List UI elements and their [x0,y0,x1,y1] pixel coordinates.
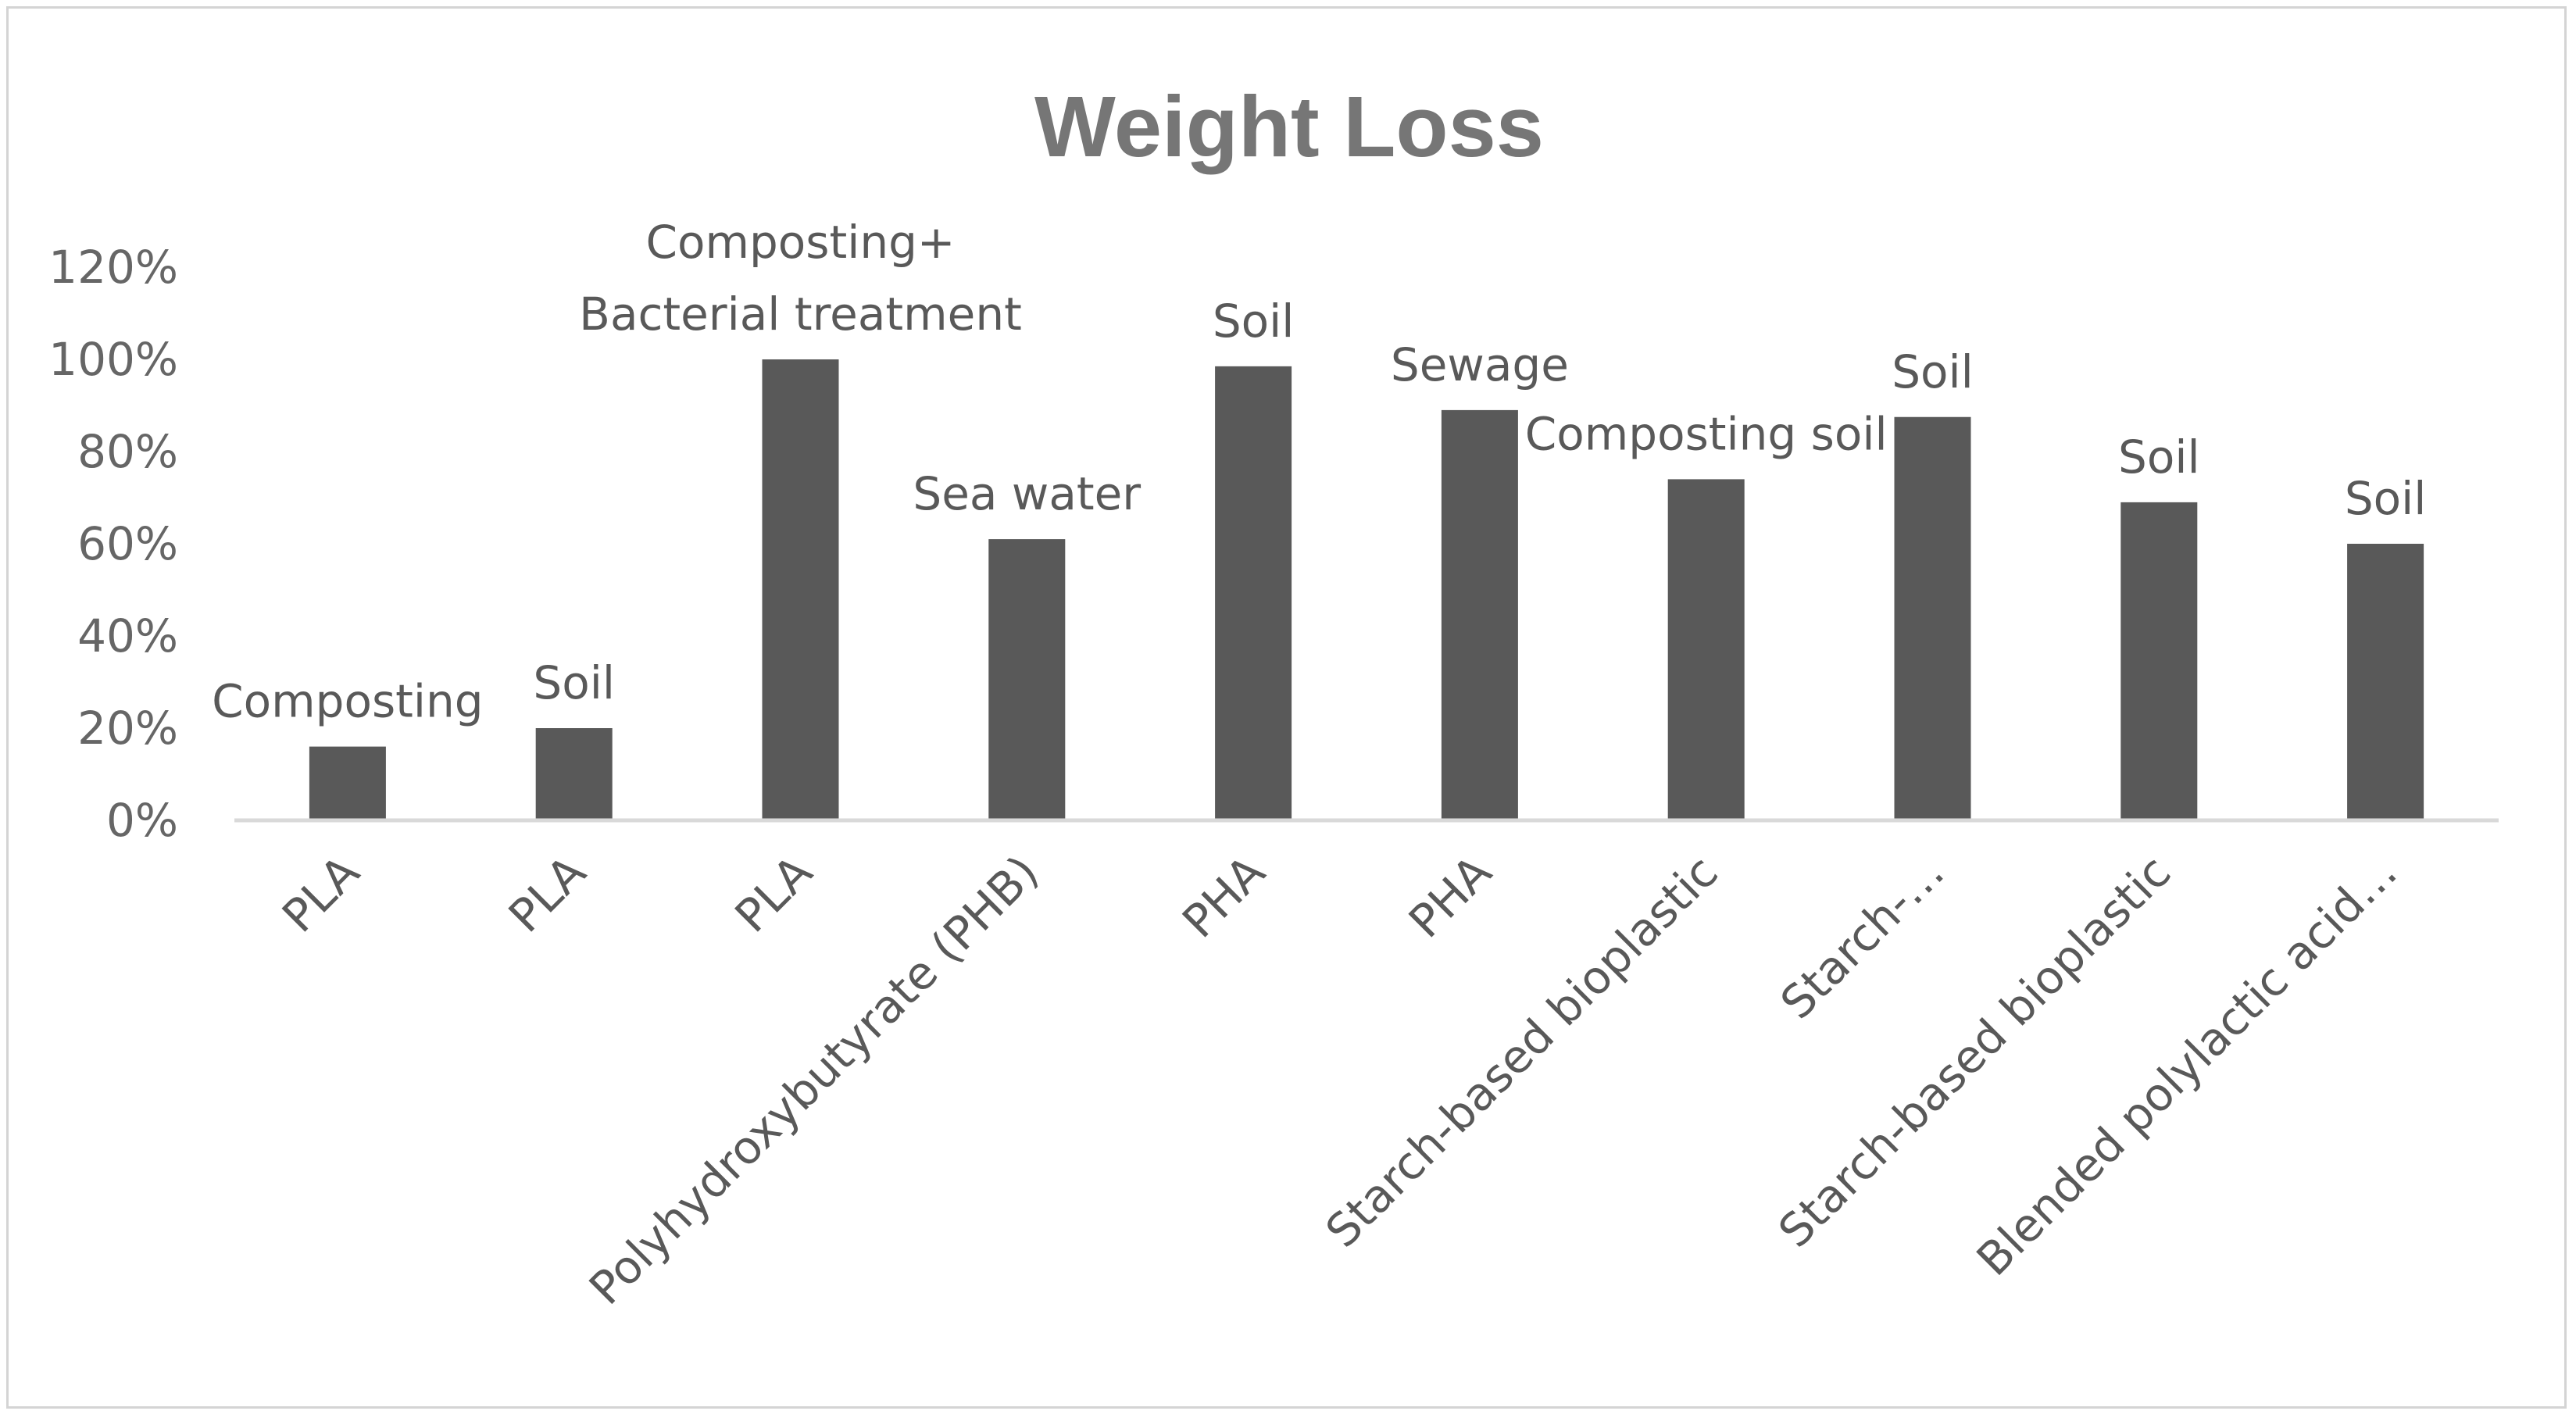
bar [1441,409,1518,820]
data-label: Soil [1213,295,1295,348]
data-label: Composting+ [645,216,955,269]
x-tick-label: PHA [1172,845,1275,948]
data-label: Soil [533,656,615,709]
bar [1667,479,1745,820]
x-tick-label: PHA [1399,845,1502,948]
bar [2120,502,2198,820]
data-label: Soil [2345,472,2427,525]
x-tick-label: Starch-… [1770,845,1955,1030]
bar [1894,416,1971,820]
y-tick-label: 20% [77,702,178,755]
y-tick-label: 60% [77,517,178,570]
x-tick-label: Blended polylactic acid… [1967,845,2407,1286]
bar-series [309,359,2424,821]
data-label: Soil [1892,345,1974,398]
data-label: Composting [212,675,483,728]
chart-title: Weight Loss [1034,79,1544,175]
bar [762,359,839,820]
data-label: Sea water [913,467,1141,520]
data-label: Composting soil [1525,407,1888,460]
x-tick-label: Polyhydroxybutyrate (PHB) [579,845,1049,1315]
bar [988,539,1066,820]
y-tick-label: 120% [48,241,178,294]
data-label: Sewage [1391,338,1569,391]
x-tick-label: PLA [272,845,370,943]
data-label: Bacterial treatment [579,288,1022,341]
y-tick-label: 100% [48,333,178,386]
y-tick-label: 80% [77,425,178,478]
x-tick-label: Starch-based bioplastic [1316,845,1728,1258]
bar [309,746,386,820]
data-labels: Composting Soil Composting+ Bacterial treat… [212,216,2426,728]
data-label: Soil [2118,430,2200,484]
x-tick-label: Starch-based bioplastic [1768,845,2181,1258]
bar [535,728,613,820]
bar [2347,544,2424,820]
y-axis-ticks: 0% 20% 40% 60% 80% 100% 120% [48,241,178,847]
x-tick-label: PLA [498,845,596,943]
bar [1215,366,1292,821]
y-tick-label: 0% [106,794,178,847]
y-tick-label: 40% [77,609,178,663]
x-tick-label: PLA [725,845,823,943]
